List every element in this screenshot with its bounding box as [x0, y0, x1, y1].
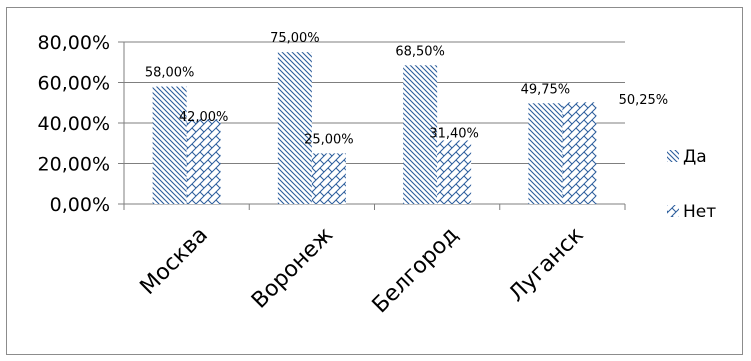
- legend-swatch: [667, 205, 679, 217]
- data-label: 58,00%: [145, 66, 195, 81]
- data-label: 75,00%: [270, 31, 320, 46]
- data-label: 25,00%: [304, 132, 354, 147]
- bar-net: [186, 118, 221, 204]
- legend-swatch: [667, 150, 679, 162]
- y-tick-label: 20,00%: [38, 154, 110, 176]
- bar-net: [437, 140, 472, 204]
- bar-da: [528, 103, 563, 204]
- data-label: 49,75%: [521, 82, 571, 97]
- data-label: 31,40%: [429, 126, 479, 141]
- data-label: 68,50%: [395, 44, 445, 59]
- y-tick-label: 40,00%: [38, 113, 110, 135]
- bar-net: [311, 153, 346, 204]
- x-tick-label: Луганск: [504, 223, 588, 307]
- legend-item-da: Да: [667, 147, 707, 167]
- bar-da: [152, 86, 187, 204]
- y-tick-label: 0,00%: [50, 194, 110, 216]
- legend-label: Нет: [683, 202, 716, 222]
- bar-net: [562, 102, 597, 204]
- y-tick-label: 80,00%: [38, 32, 110, 54]
- chart-frame: [6, 7, 743, 355]
- y-tick-label: 60,00%: [38, 73, 110, 95]
- x-tick-label: Москва: [136, 223, 213, 300]
- x-tick-label: Белгород: [368, 223, 464, 319]
- data-label: 42,00%: [179, 110, 229, 125]
- x-tick-label: Воронеж: [247, 222, 338, 313]
- legend-label: Да: [683, 147, 707, 167]
- legend-item-net: Нет: [667, 202, 716, 222]
- data-label: 50,25%: [619, 93, 669, 108]
- bar-da: [403, 65, 438, 204]
- bar-da: [277, 52, 312, 204]
